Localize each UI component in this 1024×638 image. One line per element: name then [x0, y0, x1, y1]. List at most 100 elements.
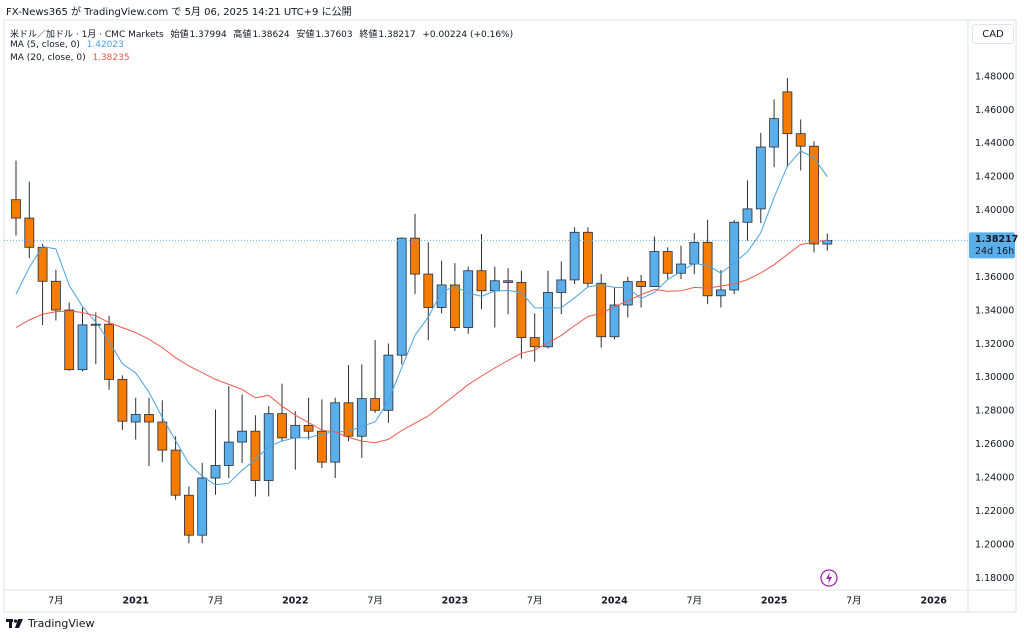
candle: [77, 307, 88, 372]
candle: [396, 237, 407, 365]
candle: [583, 227, 593, 288]
candle: [11, 160, 21, 236]
candle-body: [795, 133, 806, 147]
candle: [716, 269, 726, 308]
legend-value: 1.42023: [86, 40, 124, 50]
brand: TradingView: [28, 617, 95, 630]
x-tick-label: 7月: [367, 596, 383, 607]
candle-body: [503, 280, 514, 283]
candle-body: [689, 241, 700, 265]
candle: [662, 247, 673, 280]
y-tick-label: 1.22000: [975, 506, 1014, 517]
candle: [755, 132, 766, 224]
candle: [144, 397, 154, 467]
open-label: 始値: [170, 30, 189, 40]
x-tick-label: 7月: [846, 596, 862, 607]
candle: [782, 78, 793, 168]
candle-body: [410, 237, 420, 275]
candle: [410, 213, 420, 295]
candle: [729, 219, 740, 295]
candle-body: [290, 424, 301, 439]
candle-body: [449, 284, 460, 328]
candle-body: [24, 217, 35, 248]
low-label: 安値: [296, 30, 315, 40]
x-tick-label: 2021: [122, 596, 148, 607]
y-tick-label: 1.20000: [975, 539, 1014, 550]
candle-body: [716, 289, 726, 297]
candle: [104, 315, 114, 390]
candle-body: [64, 309, 75, 371]
close-value: 1.38217: [378, 30, 416, 40]
candle-body: [170, 449, 181, 496]
candle-body: [742, 208, 753, 223]
candle-body: [583, 231, 593, 284]
candle-body: [356, 398, 367, 437]
event-bolt: [826, 572, 832, 584]
y-tick-label: 1.18000: [975, 573, 1014, 584]
candle: [702, 219, 713, 305]
candle-body: [809, 145, 819, 245]
candle-body: [383, 354, 394, 411]
legend-name: MA (5, close, 0): [10, 40, 80, 50]
legend-ma5[interactable]: MA (5, close, 0) 1.42023: [10, 40, 125, 50]
price-tag-value: 1.38217: [975, 234, 1018, 245]
chart-frame: [3, 19, 1017, 613]
y-tick-label: 1.28000: [975, 406, 1014, 417]
candle-body: [197, 477, 208, 536]
candle: [596, 274, 607, 348]
candle: [516, 270, 527, 359]
candle-body: [609, 304, 620, 338]
candle: [463, 266, 474, 334]
candle-body: [316, 430, 327, 463]
candle: [636, 274, 646, 308]
candle: [356, 364, 367, 458]
candle-body: [396, 237, 407, 356]
candle: [449, 263, 460, 331]
y-tick-label: 1.44000: [975, 138, 1014, 149]
candle: [303, 397, 314, 440]
candle: [556, 261, 567, 315]
candle: [64, 302, 75, 371]
candle-body: [729, 221, 740, 291]
candle: [795, 119, 806, 171]
candle-body: [183, 494, 194, 536]
candle-body: [117, 378, 128, 422]
candle: [622, 276, 633, 318]
candle: [90, 312, 101, 365]
legend-ma20[interactable]: MA (20, close, 0) 1.38235: [10, 53, 131, 63]
x-tick-label: 7月: [208, 596, 224, 607]
candle-body: [370, 398, 381, 411]
candle-body: [77, 324, 88, 371]
symbol[interactable]: 米ドル／加ドル · 1月 · CMC Markets: [10, 30, 164, 40]
candle-body: [649, 251, 660, 288]
y-tick-label: 1.24000: [975, 473, 1014, 484]
x-tick-label: 2024: [601, 596, 628, 607]
candle-body: [529, 337, 540, 348]
candle-body: [769, 118, 779, 148]
y-tick-label: 1.36000: [975, 272, 1014, 283]
candle: [170, 436, 181, 500]
candle: [436, 260, 447, 314]
high-value: 1.38624: [252, 30, 290, 40]
candle: [503, 268, 514, 315]
candle-body: [702, 241, 713, 297]
candle-body: [622, 281, 633, 306]
candle: [343, 365, 354, 442]
candle: [130, 397, 141, 440]
candle: [183, 486, 194, 544]
candle: [237, 394, 248, 463]
currency-button[interactable]: CAD: [972, 24, 1014, 44]
y-tick-label: 1.48000: [975, 71, 1014, 82]
candle-body: [543, 292, 553, 348]
candle-body: [210, 465, 221, 479]
x-tick-label: 7月: [687, 596, 703, 607]
candle-body: [90, 323, 101, 326]
legend-name: MA (20, close, 0): [10, 53, 86, 63]
x-tick-label: 2023: [442, 596, 468, 607]
candle: [609, 287, 620, 340]
candle-body: [144, 414, 154, 423]
candle: [277, 383, 287, 442]
